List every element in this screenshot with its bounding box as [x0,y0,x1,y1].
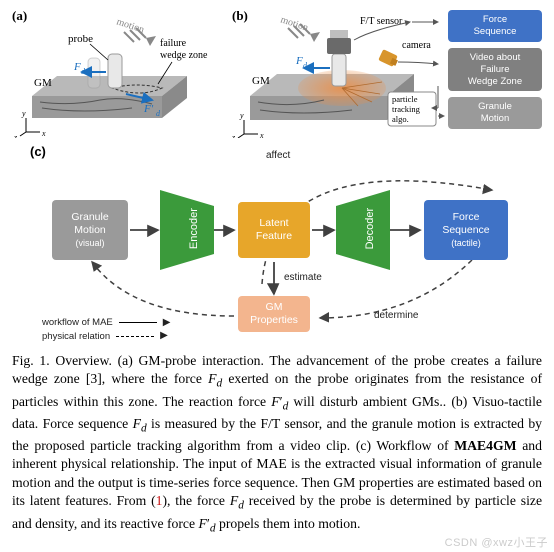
encoder-text: Encoder [188,208,201,249]
ptrack3: algo. [392,114,409,124]
estimate-label: estimate [284,272,322,284]
slab-front [32,96,162,118]
gmprop-l1: GM [266,301,283,314]
figure-caption: Fig. 1. Overview. (a) GM-probe interacti… [12,352,542,537]
probe-b [332,54,346,86]
video-wedge-box: Video aboutFailureWedge Zone [448,48,542,92]
camera-text: camera [402,40,431,51]
latent-l2: Feature [256,230,292,243]
camera-leader [398,62,438,64]
ptrack2: tracking [392,104,421,114]
force-l3: (tactile) [451,238,481,249]
failure-label: failure [160,38,187,49]
motion-label: motion [115,16,145,35]
axes-a [20,118,40,136]
panel-a: (a) [12,8,222,138]
latent-feature-block: Latent Feature [238,202,310,258]
panel-b-label: (b) [232,8,248,24]
legend-solid-row: workflow of MAE ▶ [42,317,170,328]
camera-icon [378,49,398,67]
legend: workflow of MAE ▶ physical relation ▶ [42,315,170,342]
encoder-block: Encoder [160,190,214,274]
legend-solid-text: workflow of MAE [42,317,113,328]
fd-text-b: F [295,55,303,67]
dash-line-icon [116,336,154,337]
probe-label: probe [68,33,93,45]
side-boxes: ForceSequence Video aboutFailureWedge Zo… [448,10,542,129]
panel-c: (c) [12,144,542,344]
legend-dash-row: physical relation ▶ [42,331,170,342]
decoder-block: Decoder [336,190,390,274]
granule-l1: Granule [71,211,108,224]
fdp-text: F′ [143,103,154,115]
figure-1: (a) [0,0,554,547]
latent-l1: Latent [259,217,288,230]
force-l2: Sequence [442,224,489,237]
box2-text: Video aboutFailureWedge Zone [468,52,522,87]
row-ab: (a) [12,8,542,138]
probe [108,54,122,88]
force-l1: Force [453,211,480,224]
gm-label-a: GM [34,77,52,89]
solid-line-icon [119,322,157,323]
axes-b [238,120,258,138]
force-sequence-block: Force Sequence (tactile) [424,200,508,260]
ptrack1: particle [392,94,418,104]
motion-label-b: motion [279,14,309,33]
panel-a-svg: x y z probe motion failure wedge zone GM… [12,8,222,138]
axis-y-b: y [239,111,244,120]
granule-l3: (visual) [75,238,104,249]
axis-x-b: x [259,131,264,138]
determine-label: determine [374,310,418,322]
axis-x: x [41,129,46,138]
fd-text: F [73,61,81,73]
axis-z-b: z [232,133,236,138]
granule-motion-box: GranuleMotion [448,97,542,129]
force-sequence-box: ForceSequence [448,10,542,42]
gmprop-l2: Properties [250,314,298,327]
gm-properties-block: GM Properties [238,296,310,332]
axis-z: z [13,133,18,138]
decoder-text: Decoder [364,208,377,250]
granule-motion-block: Granule Motion (visual) [52,200,128,260]
box1-text: ForceSequence [474,14,517,37]
axis-y: y [21,109,26,118]
panel-b: (b) [232,8,542,138]
legend-dash-text: physical relation [42,331,110,342]
ft-mount [330,30,348,38]
granule-l2: Motion [74,224,106,237]
box3-text: GranuleMotion [478,101,512,124]
ft-sensor [327,38,351,54]
failure-label2: wedge zone [160,50,208,61]
watermark: CSDN @xwz小王子 [445,537,548,550]
panel-a-label: (a) [12,8,27,24]
affect-label: affect [266,150,290,162]
gm-label-b: GM [252,75,270,87]
